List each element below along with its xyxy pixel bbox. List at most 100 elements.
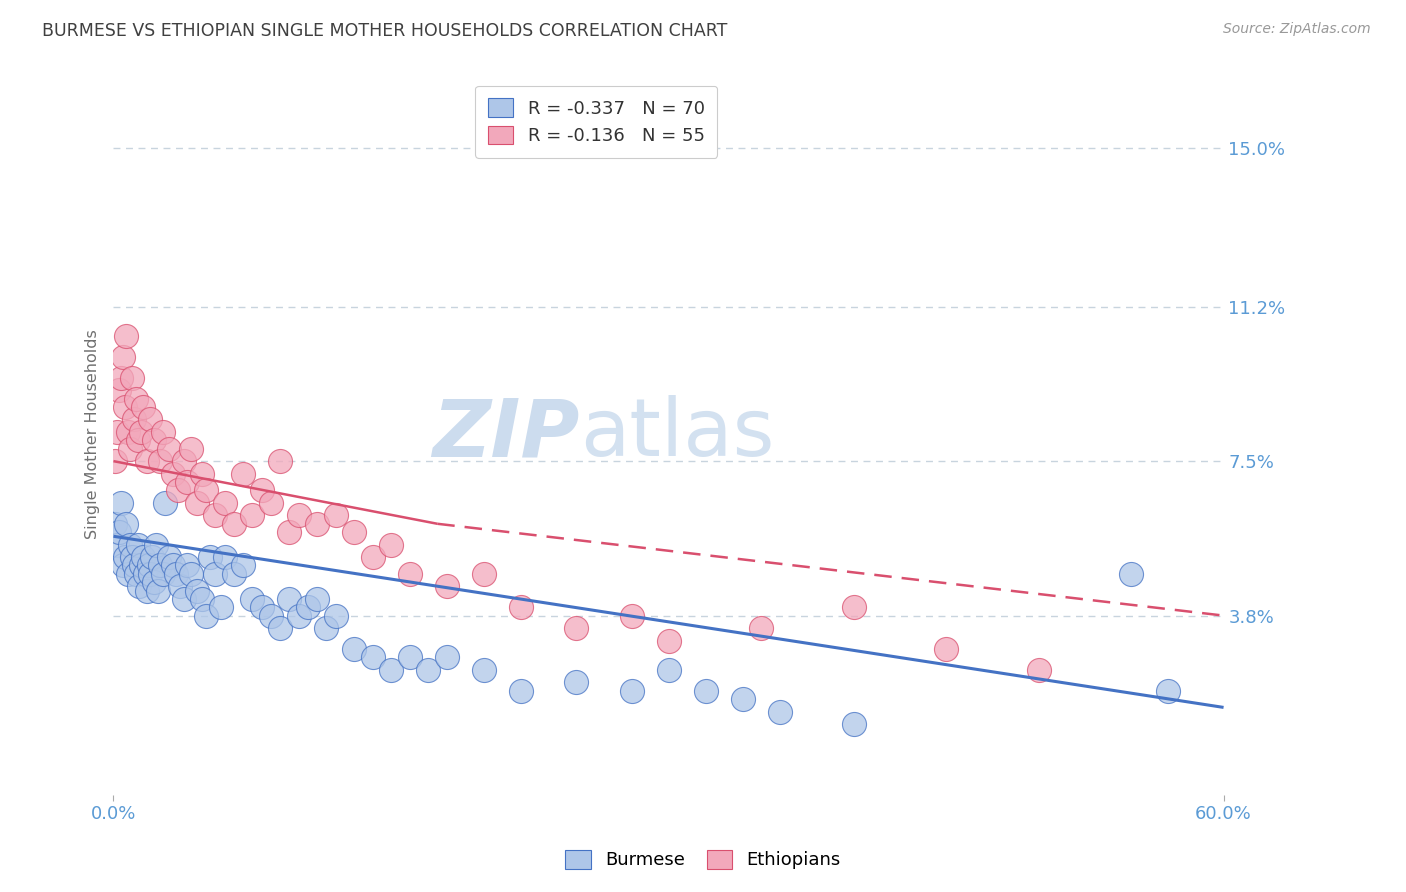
Point [120, 442, 142, 456]
Point [149, 454, 172, 468]
Point [111, 350, 134, 364]
Point [305, 516, 328, 531]
Point [134, 566, 156, 581]
Point [380, 538, 402, 552]
Point [509, 683, 531, 698]
Point [240, 591, 263, 606]
Point [135, 454, 157, 468]
Point [121, 370, 143, 384]
Text: Source: ZipAtlas.com: Source: ZipAtlas.com [1223, 22, 1371, 37]
Point [125, 566, 148, 581]
Text: ZIP: ZIP [433, 395, 579, 473]
Point [105, 538, 128, 552]
Point [157, 442, 180, 456]
Point [436, 650, 458, 665]
Point [260, 496, 283, 510]
Point [620, 608, 643, 623]
Point [343, 525, 366, 540]
Point [620, 683, 643, 698]
Point [162, 467, 184, 481]
Point [108, 525, 131, 540]
Point [186, 496, 208, 510]
Point [104, 454, 127, 468]
Point [167, 483, 190, 498]
Point [180, 566, 202, 581]
Point [165, 566, 187, 581]
Point [108, 383, 131, 397]
Point [305, 591, 328, 606]
Point [114, 550, 136, 565]
Point [731, 692, 754, 706]
Point [186, 583, 208, 598]
Point [509, 600, 531, 615]
Point [472, 566, 495, 581]
Point [398, 650, 420, 665]
Point [343, 642, 366, 657]
Point [191, 591, 214, 606]
Point [232, 467, 254, 481]
Text: BURMESE VS ETHIOPIAN SINGLE MOTHER HOUSEHOLDS CORRELATION CHART: BURMESE VS ETHIOPIAN SINGLE MOTHER HOUSE… [42, 22, 727, 40]
Point [204, 508, 226, 523]
Point [380, 663, 402, 677]
Point [115, 516, 138, 531]
Point [117, 425, 139, 439]
Point [416, 663, 439, 677]
Point [173, 591, 195, 606]
Point [110, 370, 132, 384]
Point [122, 412, 145, 426]
Point [117, 566, 139, 581]
Point [842, 600, 865, 615]
Point [173, 454, 195, 468]
Point [361, 650, 384, 665]
Point [269, 621, 291, 635]
Point [565, 675, 588, 690]
Point [250, 600, 273, 615]
Point [204, 566, 226, 581]
Point [214, 550, 236, 565]
Point [162, 558, 184, 573]
Point [143, 575, 166, 590]
Point [695, 683, 717, 698]
Point [176, 475, 198, 489]
Point [143, 434, 166, 448]
Point [361, 550, 384, 565]
Point [176, 558, 198, 573]
Point [209, 600, 232, 615]
Point [287, 608, 309, 623]
Point [214, 496, 236, 510]
Point [398, 566, 420, 581]
Point [325, 508, 347, 523]
Point [155, 496, 177, 510]
Point [315, 621, 337, 635]
Point [222, 516, 245, 531]
Point [128, 579, 150, 593]
Y-axis label: Single Mother Households: Single Mother Households [86, 329, 100, 539]
Point [125, 392, 148, 406]
Point [132, 550, 155, 565]
Point [436, 579, 458, 593]
Point [935, 642, 957, 657]
Text: atlas: atlas [579, 395, 775, 473]
Point [132, 400, 155, 414]
Point [325, 608, 347, 623]
Point [240, 508, 263, 523]
Point [152, 566, 174, 581]
Point [297, 600, 319, 615]
Point [195, 483, 218, 498]
Point [232, 558, 254, 573]
Point [472, 663, 495, 677]
Point [198, 550, 221, 565]
Point [1157, 683, 1180, 698]
Point [1028, 663, 1050, 677]
Point [127, 538, 149, 552]
Point [287, 508, 309, 523]
Legend: R = -0.337   N = 70, R = -0.136   N = 55: R = -0.337 N = 70, R = -0.136 N = 55 [475, 86, 717, 158]
Point [152, 425, 174, 439]
Point [139, 566, 162, 581]
Point [129, 558, 152, 573]
Point [222, 566, 245, 581]
Point [127, 434, 149, 448]
Point [180, 442, 202, 456]
Point [122, 558, 145, 573]
Point [141, 550, 163, 565]
